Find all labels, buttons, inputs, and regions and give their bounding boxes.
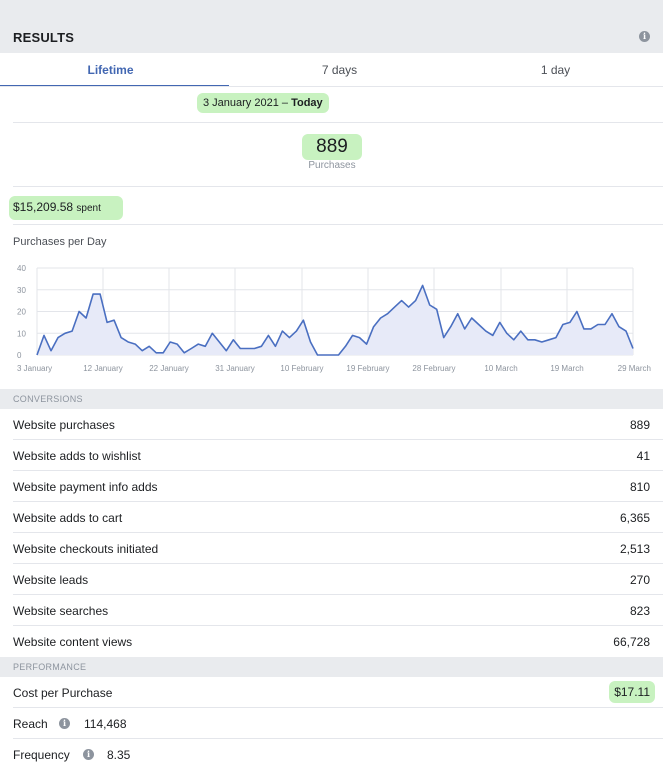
frequency-info-icon[interactable]: i (83, 749, 94, 760)
chart-x-tick-label: 10 February (280, 364, 323, 373)
row-divider (13, 738, 663, 739)
conversion-label: Website adds to wishlist (13, 449, 141, 463)
frequency-row: Frequency i 8.35 (0, 739, 663, 770)
conversion-value: 41 (636, 449, 650, 463)
chart-x-tick-label: 31 January (215, 364, 255, 373)
tab-lifetime[interactable]: Lifetime (87, 63, 134, 77)
conversion-value: 270 (629, 573, 650, 587)
date-range-end: Today (291, 97, 323, 109)
conversion-label: Website leads (13, 573, 89, 587)
divider (13, 224, 663, 225)
conversion-row: Website adds to wishlist 41 (0, 440, 663, 471)
reach-label: Reach (13, 717, 48, 731)
divider (13, 122, 663, 123)
conversion-row: Website checkouts initiated 2,513 (0, 533, 663, 564)
tab-7-days[interactable]: 7 days (321, 63, 358, 77)
conversion-value: 823 (629, 604, 650, 618)
chart-y-tick-label: 20 (17, 308, 26, 317)
cost-per-purchase-row: Cost per Purchase $17.11 (0, 677, 663, 708)
info-icon[interactable]: i (639, 31, 650, 42)
row-divider (13, 563, 663, 564)
chart-y-ticks: 0 10 20 30 40 (17, 264, 26, 360)
row-divider (13, 470, 663, 471)
tab-1-day[interactable]: 1 day (540, 63, 571, 77)
chart-x-tick-label: 3 January (17, 364, 52, 373)
row-divider (13, 594, 663, 595)
conversion-row: Website content views 66,728 (0, 626, 663, 657)
row-divider (13, 532, 663, 533)
row-divider (13, 625, 663, 626)
conversion-row: Website leads 270 (0, 564, 663, 595)
cost-per-purchase-value: $17.11 (609, 681, 655, 703)
chart-x-tick-label: 12 January (83, 364, 123, 373)
reach-row: Reach i 114,468 (0, 708, 663, 739)
results-header: RESULTS i (0, 0, 663, 53)
row-divider (13, 439, 663, 440)
conversion-label: Website adds to cart (13, 511, 123, 525)
spent-unit: spent (76, 203, 101, 214)
frequency-label: Frequency (13, 748, 70, 762)
date-range-tabs: Lifetime 7 days 1 day (0, 53, 663, 87)
chart-area (36, 284, 634, 356)
date-range: 3 January 2021 – Today (197, 93, 329, 113)
conversion-label: Website searches (13, 604, 109, 618)
spent-value: $15,209.58 (13, 200, 74, 214)
purchases-count: 889 (302, 134, 362, 160)
chart-area-fill (37, 285, 633, 355)
conversion-row: Website payment info adds 810 (0, 471, 663, 502)
purchases-label: Purchases (308, 160, 356, 171)
chart-series-line (36, 284, 634, 356)
chart-y-tick-label: 40 (17, 264, 26, 273)
chart-x-tick-label: 22 January (149, 364, 189, 373)
reach-value: 114,468 (84, 717, 127, 731)
performance-heading: PERFORMANCE (13, 662, 87, 672)
conversion-label: Website checkouts initiated (13, 542, 159, 556)
tabs-divider (0, 86, 663, 87)
amount-spent: $15,209.58 spent (9, 196, 123, 220)
conversions-heading: CONVERSIONS (13, 394, 83, 404)
date-range-start: 3 January 2021 – (203, 97, 289, 109)
conversion-label: Website content views (13, 635, 133, 649)
divider (13, 186, 663, 187)
performance-section-header: PERFORMANCE (0, 657, 663, 677)
conversion-label: Website payment info adds (13, 480, 158, 494)
chart-x-tick-label: 29 March (618, 364, 651, 373)
conversions-section-header: CONVERSIONS (0, 389, 663, 409)
results-title: RESULTS (13, 30, 75, 45)
row-divider (13, 707, 663, 708)
conversion-row: Website adds to cart 6,365 (0, 502, 663, 533)
chart-x-ticks: 3 January 12 January 22 January 31 January 1… (17, 364, 651, 373)
conversion-label: Website purchases (13, 418, 115, 432)
conversion-row: Website purchases 889 (0, 409, 663, 440)
chart-x-tick-label: 19 February (346, 364, 389, 373)
chart-y-tick-label: 10 (17, 329, 26, 338)
chart-x-tick-label: 28 February (412, 364, 455, 373)
chart-title: Purchases per Day (13, 236, 107, 248)
conversion-value: 810 (629, 480, 650, 494)
reach-info-icon[interactable]: i (59, 718, 70, 729)
frequency-value: 8.35 (107, 748, 131, 762)
chart-y-tick-label: 0 (17, 351, 22, 360)
row-divider (13, 501, 663, 502)
chart-x-tick-label: 10 March (484, 364, 517, 373)
conversion-value: 2,513 (619, 542, 650, 556)
chart-y-tick-label: 30 (17, 286, 26, 295)
conversion-value: 889 (629, 418, 650, 432)
conversion-value: 66,728 (613, 635, 650, 649)
cost-per-purchase-label: Cost per Purchase (13, 686, 113, 700)
chart-x-tick-label: 19 March (550, 364, 583, 373)
conversion-row: Website searches 823 (0, 595, 663, 626)
conversion-value: 6,365 (619, 511, 650, 525)
